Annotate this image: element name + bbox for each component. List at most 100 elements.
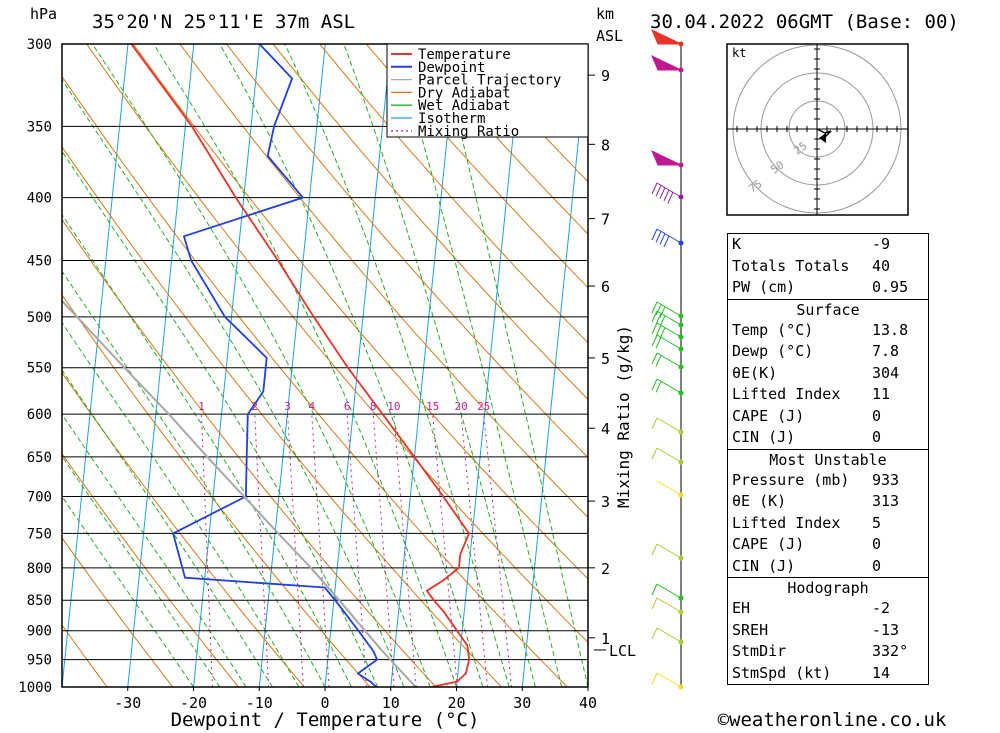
- dry-adiabat-line: [319, 44, 588, 344]
- wind-barb: [656, 543, 682, 559]
- wind-barb-feather: [651, 334, 658, 347]
- legend-box: [386, 43, 589, 138]
- wind-barb-feather: [651, 447, 658, 460]
- index-value: 7.8: [872, 342, 900, 360]
- height-tick-label: 3: [601, 493, 610, 511]
- isotherm-line: [390, 44, 458, 687]
- index-value: 0: [872, 535, 882, 553]
- height-tick-label: 5: [601, 350, 610, 368]
- index-row: Lifted Index 11: [728, 384, 928, 406]
- mixing-ratio-value: 2: [251, 400, 258, 413]
- height-tick-label: 2: [601, 560, 610, 578]
- wind-barb-feather: [651, 672, 658, 685]
- wind-barb-feather: [651, 627, 658, 640]
- storm-motion-marker: [819, 133, 826, 143]
- wind-barb: [656, 583, 682, 599]
- height-tick-label: 8: [601, 136, 610, 154]
- indices-top: K -9 Totals Totals 40 PW (cm) 0.95: [728, 234, 928, 299]
- legend-label: Wet Adiabat: [418, 98, 511, 114]
- wind-barb: [656, 672, 682, 688]
- wind-barb: [656, 480, 682, 496]
- wind-profile: [651, 28, 684, 690]
- temperature-tick-label: 20: [447, 694, 465, 712]
- pressure-tick-label: 500: [27, 310, 52, 326]
- wind-barb-feather: [651, 583, 658, 596]
- index-row: θE(K) 304: [728, 363, 928, 385]
- dry-adiabat-line: [412, 44, 588, 235]
- pressure-tick-label: 850: [27, 593, 52, 609]
- hodograph-index-title: Hodograph: [787, 579, 869, 597]
- temperature-axis: -30 -20 -10 0 10 20 30 40: [114, 687, 597, 712]
- pressure-tick-label: 650: [27, 450, 52, 466]
- temperature-tick-label: -20: [180, 694, 207, 712]
- index-value: 0.95: [872, 278, 909, 296]
- height-tick-label: 4: [601, 420, 610, 438]
- mixing-ratio-line: [311, 414, 330, 687]
- index-label: PW (cm): [732, 278, 796, 296]
- isotherm-line: [258, 44, 326, 687]
- index-row: EH -2: [728, 598, 928, 620]
- index-value: 14: [872, 663, 891, 682]
- pressure-unit: hPa: [30, 5, 57, 23]
- height-tick-label: 1: [601, 630, 610, 648]
- wind-barb-feather: [663, 189, 670, 202]
- dry-adiabat-line: [62, 294, 371, 687]
- index-value: 13.8: [872, 320, 909, 339]
- index-row: StmSpd (kt) 14: [728, 663, 928, 685]
- wind-barb: [656, 378, 682, 394]
- height-tick-label: 6: [601, 278, 610, 296]
- temperature-tick-label: 10: [382, 694, 400, 712]
- pressure-tick-label: 350: [27, 119, 52, 135]
- wind-barb-feather: [655, 325, 662, 337]
- temperature-tick-label: -30: [114, 694, 141, 712]
- index-label: θE (K): [732, 492, 787, 510]
- index-row: θE (K) 313: [728, 491, 928, 513]
- index-label: CIN (J): [732, 428, 796, 446]
- mixing-ratio-line: [432, 414, 458, 687]
- sounding-profiles: [62, 44, 471, 687]
- isotherm-line: [324, 44, 392, 687]
- wind-barb-feather: [655, 304, 662, 316]
- credit-text: ©weatheronline.co.uk: [718, 709, 947, 731]
- wind-barb: [651, 54, 682, 71]
- wind-barb-feather: [655, 231, 662, 243]
- wet-adiabat-line: [439, 44, 588, 687]
- pressure-axis: 300 350 400 450 500 550 600 650 700 750 800 850 900 9…: [18, 37, 52, 696]
- wind-barb: [656, 447, 682, 463]
- height-tick-label: 7: [601, 211, 610, 229]
- isotherm-line: [193, 44, 260, 687]
- legend-label: Temperature: [418, 47, 511, 63]
- mixing-ratio-value: 1: [198, 400, 205, 413]
- index-value: -9: [872, 235, 891, 253]
- wet-adiabat-line: [284, 44, 510, 687]
- index-value: 313: [872, 492, 900, 510]
- wind-barb: [656, 597, 682, 613]
- index-value: -2: [872, 599, 891, 617]
- wind-barb-feather: [651, 301, 658, 314]
- index-value: 0: [872, 428, 882, 446]
- index-row: Dewp (°C) 7.8: [728, 341, 928, 363]
- wet-adiabat-line: [62, 150, 379, 687]
- pressure-tick-label: 550: [27, 361, 52, 377]
- temperature-tick-label: 30: [513, 694, 531, 712]
- index-label: K: [732, 235, 742, 253]
- index-row: CAPE (J) 0: [728, 534, 928, 556]
- wind-barb: [651, 149, 682, 166]
- wind-barb-feather: [651, 228, 658, 241]
- mixing-ratio-line: [254, 414, 270, 687]
- dry-adiabat-line: [62, 624, 108, 687]
- location-title: 35°20'N 25°11'E 37m ASL: [92, 11, 355, 33]
- index-row: Pressure (mb) 933: [728, 470, 928, 492]
- hodograph-ring-label: 50: [768, 158, 786, 176]
- pressure-tick-label: 950: [27, 653, 52, 669]
- pressure-tick-label: 450: [27, 254, 52, 270]
- index-label: Dewp (°C): [732, 342, 814, 360]
- wind-barb: [656, 334, 682, 350]
- index-row: Temp (°C) 13.8: [728, 320, 928, 342]
- hodograph-ring-label: 75: [746, 177, 764, 195]
- isotherm-line: [127, 44, 195, 687]
- mixing-ratio-value: 25: [477, 400, 490, 413]
- legend-label: Mixing Ratio: [418, 124, 519, 140]
